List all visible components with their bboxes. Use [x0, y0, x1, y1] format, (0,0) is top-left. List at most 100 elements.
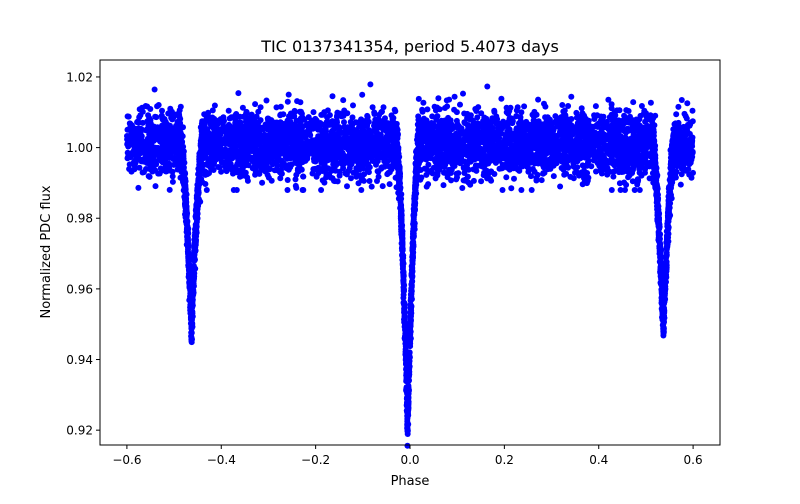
data-point: [542, 103, 549, 110]
data-point: [232, 112, 239, 119]
data-point: [144, 135, 151, 142]
data-point: [366, 178, 373, 184]
data-point: [435, 124, 442, 131]
data-point: [277, 175, 284, 182]
data-point: [169, 178, 176, 185]
data-point: [432, 143, 439, 150]
data-point: [355, 132, 362, 139]
data-point: [365, 162, 372, 169]
data-point: [642, 169, 648, 176]
data-point: [257, 104, 264, 111]
data-point: [423, 183, 430, 190]
data-point: [139, 108, 146, 115]
data-point: [248, 155, 255, 162]
data-point: [607, 159, 613, 166]
data-point: [151, 133, 158, 140]
data-point: [461, 110, 468, 117]
data-point: [544, 119, 551, 126]
data-point: [210, 167, 217, 173]
data-point: [631, 144, 638, 151]
data-point: [330, 135, 337, 142]
data-point: [218, 159, 225, 166]
data-point: [252, 136, 259, 143]
data-point: [615, 117, 622, 124]
data-point: [144, 103, 151, 110]
data-point: [578, 105, 585, 112]
data-point: [565, 116, 572, 123]
data-point: [150, 145, 157, 152]
data-point: [290, 123, 297, 130]
data-point: [265, 117, 272, 124]
data-point: [249, 130, 256, 137]
data-point: [358, 187, 365, 193]
data-point: [307, 132, 314, 139]
data-point: [605, 96, 612, 103]
data-point: [320, 111, 327, 118]
data-point: [232, 143, 239, 150]
data-point: [492, 159, 499, 166]
data-point: [628, 138, 635, 145]
data-point: [293, 184, 300, 191]
data-point: [159, 116, 166, 123]
data-point: [277, 103, 284, 110]
data-point: [448, 166, 455, 173]
data-point: [151, 86, 158, 93]
data-point: [323, 119, 330, 126]
data-point: [608, 101, 615, 108]
data-point: [618, 151, 625, 158]
data-point: [363, 130, 370, 137]
data-point: [631, 155, 638, 162]
data-point: [225, 107, 232, 114]
data-point: [568, 142, 575, 149]
data-point: [333, 162, 339, 169]
data-point: [641, 107, 648, 114]
data-point: [152, 113, 159, 120]
data-point: [243, 113, 250, 120]
data-point: [272, 124, 278, 131]
data-point: [623, 127, 630, 134]
data-point: [611, 142, 618, 149]
data-point: [203, 187, 210, 193]
data-point: [363, 143, 370, 150]
data-point: [363, 156, 370, 163]
data-point: [126, 166, 133, 172]
data-point: [327, 140, 334, 147]
data-point: [449, 123, 456, 130]
data-point: [550, 173, 557, 180]
data-point: [557, 118, 564, 125]
data-point: [463, 161, 470, 168]
data-point: [150, 127, 157, 134]
data-point: [475, 104, 482, 111]
data-point: [209, 107, 216, 114]
data-point: [271, 167, 278, 174]
data-point: [477, 145, 484, 152]
data-point: [523, 140, 530, 147]
data-point: [432, 175, 439, 182]
data-point: [214, 127, 221, 134]
data-point: [606, 147, 613, 154]
data-point: [220, 123, 227, 130]
data-point: [302, 140, 309, 147]
data-point: [155, 170, 162, 177]
data-point: [561, 171, 568, 178]
data-point: [454, 121, 461, 128]
data-point: [508, 185, 515, 192]
data-point: [678, 171, 685, 178]
data-point: [280, 133, 287, 140]
data-point: [379, 183, 386, 190]
data-point: [493, 129, 500, 136]
data-point: [565, 103, 572, 109]
data-point: [131, 147, 138, 154]
data-point: [675, 103, 682, 110]
data-point: [475, 162, 482, 169]
data-point: [369, 104, 376, 111]
data-point: [546, 148, 553, 155]
data-point: [294, 165, 301, 172]
data-point: [352, 119, 359, 126]
data-point: [151, 153, 158, 160]
data-point: [503, 174, 510, 181]
chart-title: TIC 0137341354, period 5.4073 days: [260, 37, 559, 56]
data-point: [163, 127, 170, 134]
data-point: [152, 183, 159, 190]
data-point: [144, 118, 151, 125]
